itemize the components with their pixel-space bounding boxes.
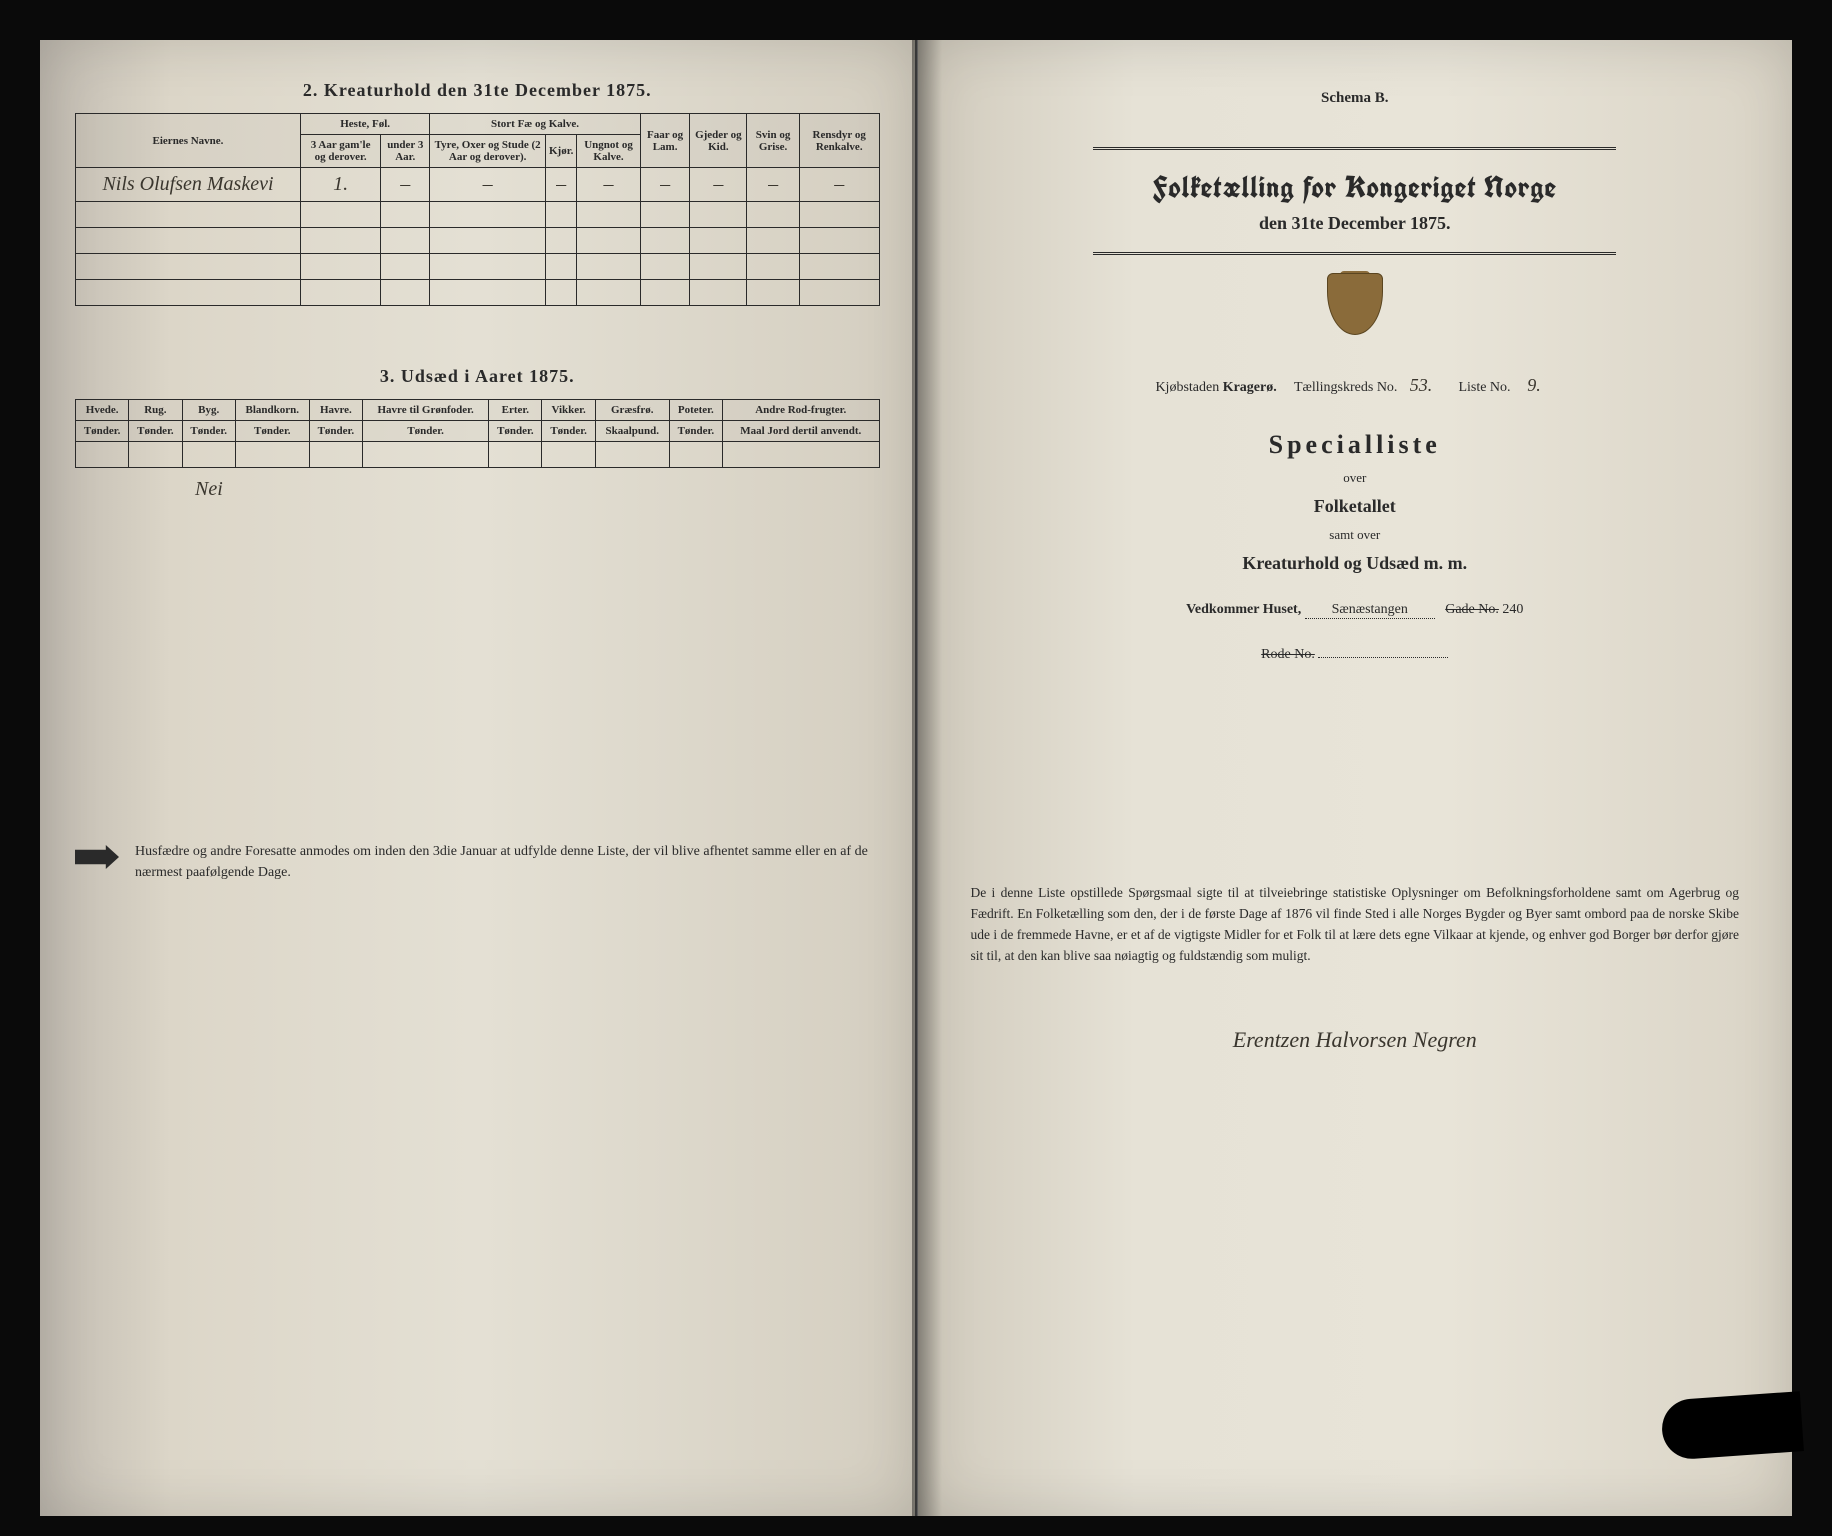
cell: – bbox=[799, 168, 879, 202]
section3-title: 3. Udsæd i Aaret 1875. bbox=[75, 366, 880, 387]
over-label: over bbox=[953, 470, 1758, 486]
cell: – bbox=[381, 168, 430, 202]
info-line: Kjøbstaden Kragerø. Tællingskreds No. 53… bbox=[953, 375, 1758, 396]
udsaed-note: Nei bbox=[195, 478, 880, 501]
right-page: Schema B. Folketælling for Kongeriget No… bbox=[917, 40, 1793, 1516]
table-row bbox=[76, 228, 880, 254]
list-label: Liste No. bbox=[1458, 380, 1510, 395]
col: Hvede. bbox=[76, 400, 129, 421]
table-row bbox=[76, 254, 880, 280]
rode-blank bbox=[1318, 657, 1448, 658]
col: Græsfrø. bbox=[595, 400, 669, 421]
rule bbox=[1093, 147, 1616, 150]
folketallet-label: Folketallet bbox=[953, 496, 1758, 517]
footnote-text: Husfædre og andre Foresatte anmodes om i… bbox=[135, 841, 880, 883]
gade-label: Gade No. bbox=[1445, 602, 1499, 617]
col-cows: Kjør. bbox=[545, 135, 576, 168]
coat-of-arms-icon bbox=[1320, 273, 1390, 353]
cell: – bbox=[545, 168, 576, 202]
left-page: 2. Kreaturhold den 31te December 1875. E… bbox=[40, 40, 917, 1516]
col: Havre. bbox=[309, 400, 362, 421]
district-no: 53. bbox=[1401, 375, 1441, 396]
cell: – bbox=[430, 168, 546, 202]
table-row bbox=[76, 442, 880, 468]
unit: Tønder. bbox=[363, 421, 489, 442]
left-footnote: Husfædre og andre Foresatte anmodes om i… bbox=[75, 841, 880, 883]
town-name: Kragerø. bbox=[1223, 380, 1277, 395]
col-horses-over3: 3 Aar gam'le og derover. bbox=[300, 135, 380, 168]
col: Poteter. bbox=[669, 400, 722, 421]
description-paragraph: De i denne Liste opstillede Spørgsmaal s… bbox=[953, 883, 1758, 967]
col-pigs: Svin og Grise. bbox=[747, 114, 800, 168]
binding-shadow bbox=[912, 40, 942, 1516]
col: Byg. bbox=[182, 400, 235, 421]
rule bbox=[1093, 252, 1616, 255]
main-title: Folketælling for Kongeriget Norge bbox=[953, 168, 1758, 207]
unit: Tønder. bbox=[182, 421, 235, 442]
col: Vikker. bbox=[542, 400, 595, 421]
unit: Tønder. bbox=[489, 421, 542, 442]
table-row bbox=[76, 280, 880, 306]
col: Rug. bbox=[129, 400, 182, 421]
col: Havre til Grønfoder. bbox=[363, 400, 489, 421]
signature: Erentzen Halvorsen Negren bbox=[953, 1027, 1758, 1053]
unit: Tønder. bbox=[542, 421, 595, 442]
col-group-cattle: Stort Fæ og Kalve. bbox=[430, 114, 640, 135]
town-label: Kjøbstaden bbox=[1155, 380, 1219, 395]
col-owner: Eiernes Navne. bbox=[76, 114, 301, 168]
specialliste-heading: Specialliste bbox=[953, 430, 1758, 460]
gade-no: 240 bbox=[1502, 602, 1523, 617]
section2-title: 2. Kreaturhold den 31te December 1875. bbox=[75, 80, 880, 101]
thumb-shadow bbox=[1660, 1391, 1804, 1461]
house-label: Vedkommer Huset, bbox=[1186, 602, 1301, 617]
rode-label: Rode No. bbox=[1261, 647, 1315, 662]
col: Erter. bbox=[489, 400, 542, 421]
udsaed-table: Hvede. Rug. Byg. Blandkorn. Havre. Havre… bbox=[75, 399, 880, 468]
cell: – bbox=[747, 168, 800, 202]
unit: Tønder. bbox=[235, 421, 309, 442]
table-row bbox=[76, 202, 880, 228]
cell: 1. bbox=[300, 168, 380, 202]
col: Blandkorn. bbox=[235, 400, 309, 421]
col-reindeer: Rensdyr og Renkalve. bbox=[799, 114, 879, 168]
district-label: Tællingskreds No. bbox=[1294, 380, 1397, 395]
unit: Tønder. bbox=[669, 421, 722, 442]
kreaturhold-table: Eiernes Navne. Heste, Føl. Stort Fæ og K… bbox=[75, 113, 880, 306]
unit: Tønder. bbox=[129, 421, 182, 442]
col-sheep: Faar og Lam. bbox=[640, 114, 690, 168]
cell: – bbox=[690, 168, 747, 202]
col-horses-under3: under 3 Aar. bbox=[381, 135, 430, 168]
col-young: Ungnot og Kalve. bbox=[577, 135, 640, 168]
cell-owner: Nils Olufsen Maskevi bbox=[76, 168, 301, 202]
rode-line: Rode No. bbox=[953, 647, 1758, 663]
unit: Skaalpund. bbox=[595, 421, 669, 442]
list-no: 9. bbox=[1514, 375, 1554, 396]
samt-label: samt over bbox=[953, 527, 1758, 543]
cell: – bbox=[577, 168, 640, 202]
unit: Maal Jord dertil anvendt. bbox=[722, 421, 879, 442]
col: Andre Rod-frugter. bbox=[722, 400, 879, 421]
table-row: Nils Olufsen Maskevi 1. – – – – – – – – bbox=[76, 168, 880, 202]
schema-label: Schema B. bbox=[953, 90, 1758, 107]
cell: – bbox=[640, 168, 690, 202]
pointing-hand-icon bbox=[75, 845, 119, 869]
main-subtitle: den 31te December 1875. bbox=[953, 213, 1758, 234]
unit: Tønder. bbox=[76, 421, 129, 442]
unit: Tønder. bbox=[309, 421, 362, 442]
house-line: Vedkommer Huset, Sænæstangen Gade No. 24… bbox=[953, 602, 1758, 619]
col-goats: Gjeder og Kid. bbox=[690, 114, 747, 168]
house-name: Sænæstangen bbox=[1305, 602, 1435, 619]
kreatur-label: Kreaturhold og Udsæd m. m. bbox=[953, 553, 1758, 574]
col-bulls: Tyre, Oxer og Stude (2 Aar og derover). bbox=[430, 135, 546, 168]
col-group-horses: Heste, Føl. bbox=[300, 114, 429, 135]
